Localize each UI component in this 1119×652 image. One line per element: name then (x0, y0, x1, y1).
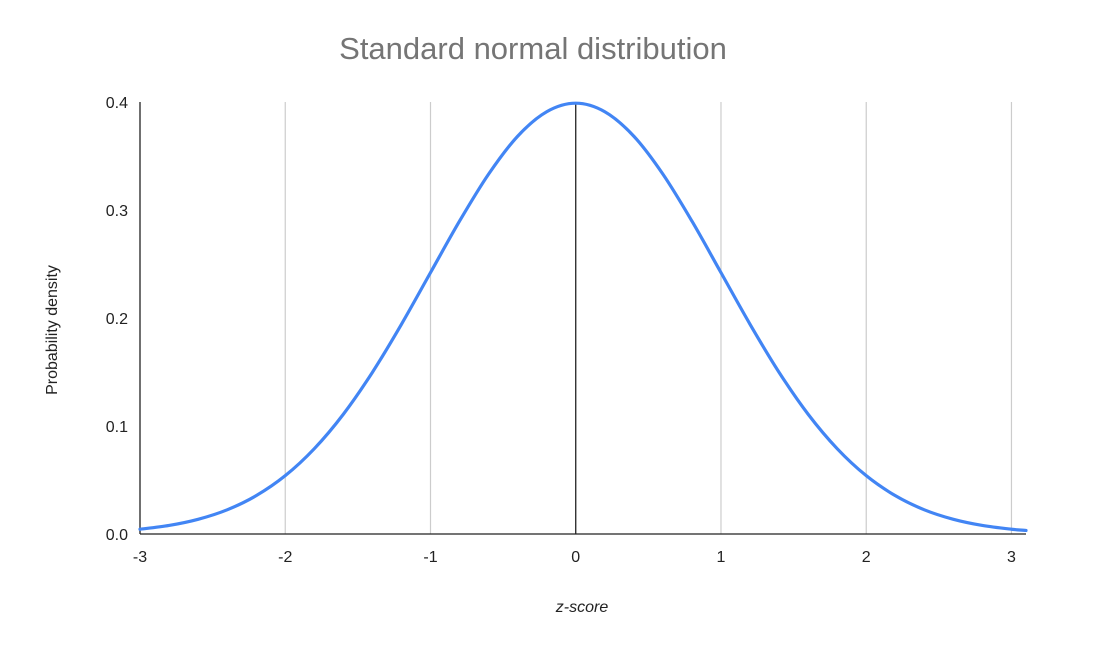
x-tick-label: -3 (133, 549, 147, 566)
y-tick-label: 0.2 (106, 311, 128, 328)
y-tick-label: 0.1 (106, 419, 128, 436)
x-tick-label: -2 (278, 549, 292, 566)
y-tick-label: 0.4 (106, 95, 128, 112)
grid (284, 102, 1013, 534)
y-axis-label: Probability density (44, 265, 61, 395)
y-tick-label: 0.3 (106, 203, 128, 220)
x-tick-label: 3 (1007, 549, 1016, 566)
series-group (138, 101, 1028, 533)
x-tick-label: 2 (862, 549, 871, 566)
x-tick-label: 1 (717, 549, 726, 566)
x-tick-label: 0 (571, 549, 580, 566)
y-axis-ticks: 0.0 0.1 0.2 0.3 0.4 (106, 95, 128, 544)
axes (139, 102, 1026, 535)
x-axis-ticks: -3 -2 -1 0 1 2 3 (133, 549, 1016, 566)
x-tick-label: -1 (423, 549, 437, 566)
chart-title: Standard normal distribution (339, 31, 727, 66)
x-axis-label: z-score (555, 599, 609, 616)
series-line (138, 101, 1028, 533)
y-tick-label: 0.0 (106, 527, 128, 544)
